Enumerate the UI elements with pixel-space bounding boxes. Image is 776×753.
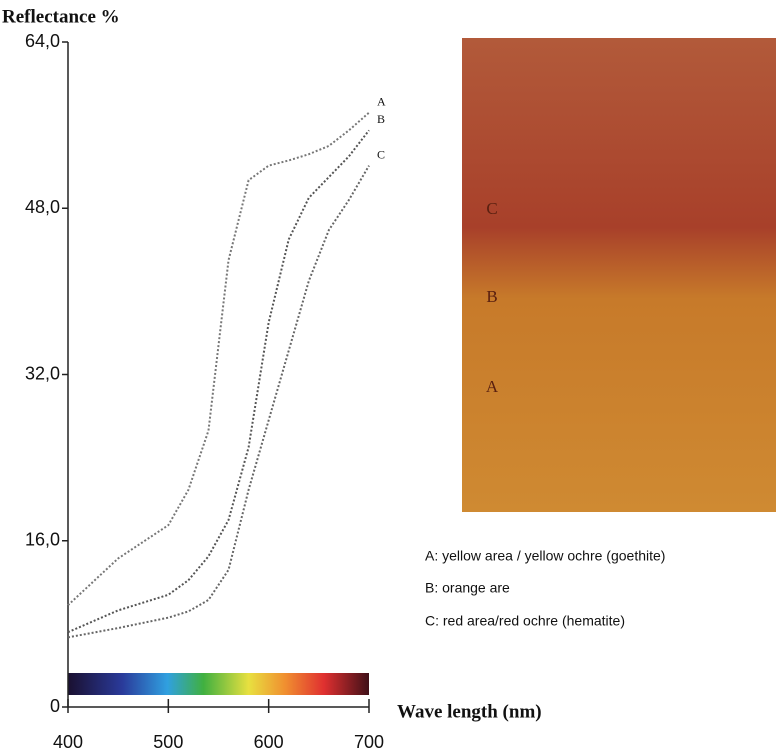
legend-text: B: orange are	[425, 580, 510, 596]
y-tick-label: 16,0	[25, 530, 60, 550]
y-axis-title: Reflectance %	[2, 6, 120, 27]
x-tick-label: 400	[53, 732, 83, 752]
photo-label: A	[486, 377, 499, 396]
spectrum-bar	[68, 673, 369, 695]
x-tick-label: 700	[354, 732, 384, 752]
series-label: B	[377, 112, 385, 126]
y-tick-label: 0	[50, 696, 60, 716]
series-label: C	[377, 147, 385, 161]
y-tick-label: 64,0	[25, 31, 60, 51]
series-line	[67, 129, 370, 634]
series-line	[67, 111, 370, 606]
series-label: A	[377, 94, 386, 108]
y-tick-label: 48,0	[25, 197, 60, 217]
legend-text: C: red area/red ochre (hematite)	[425, 613, 625, 629]
legend-text: A: yellow area / yellow ochre (goethite)	[425, 548, 665, 564]
series-line	[67, 165, 370, 639]
x-axis-title: Wave length (nm)	[397, 701, 542, 722]
x-tick-label: 500	[153, 732, 183, 752]
photo-label: B	[486, 287, 497, 306]
photo-label: C	[486, 199, 497, 218]
y-tick-label: 32,0	[25, 363, 60, 383]
x-tick-label: 600	[254, 732, 284, 752]
sample-photo	[462, 38, 776, 512]
